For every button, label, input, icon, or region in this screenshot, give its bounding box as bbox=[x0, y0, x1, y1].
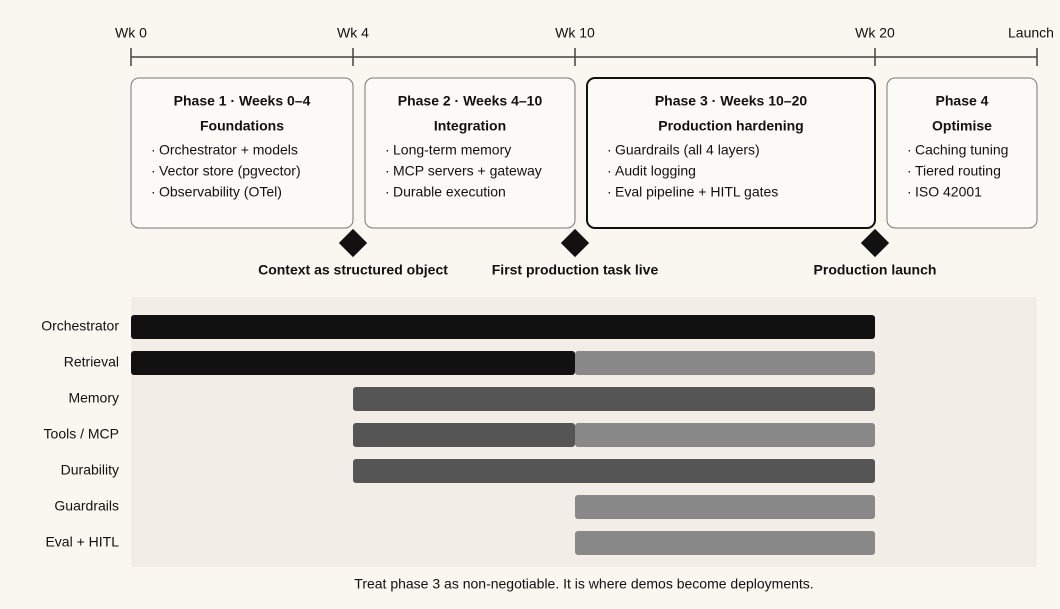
footer: Treat phase 3 as non-negotiable. It is w… bbox=[354, 576, 813, 592]
bullet: · bbox=[907, 163, 912, 179]
phase-item: Orchestrator + models bbox=[159, 142, 298, 158]
phase-subtitle: Foundations bbox=[200, 118, 284, 134]
tick-label: Wk 20 bbox=[855, 25, 895, 41]
phase-subtitle: Optimise bbox=[932, 118, 992, 134]
phase-item: Tiered routing bbox=[915, 163, 1001, 179]
row-label: Orchestrator bbox=[41, 318, 119, 334]
bullet: · bbox=[151, 184, 156, 200]
milestone-label: Context as structured object bbox=[258, 262, 448, 278]
phase-item: ISO 42001 bbox=[915, 184, 982, 200]
phase-box bbox=[886, 77, 1038, 229]
phase-title: Phase 1 · Weeks 0–4 bbox=[174, 93, 311, 109]
bar bbox=[575, 351, 875, 375]
phase-item: Long-term memory bbox=[393, 142, 511, 158]
bullet: · bbox=[151, 163, 156, 179]
milestone bbox=[338, 228, 368, 258]
phase-item: Observability (OTel) bbox=[159, 184, 282, 200]
row-label: Durability bbox=[61, 462, 119, 478]
bar bbox=[353, 387, 875, 411]
milestone-label: First production task live bbox=[492, 262, 659, 278]
bar bbox=[131, 351, 575, 375]
phase-title: Phase 3 · Weeks 10–20 bbox=[655, 93, 808, 109]
bullet: · bbox=[607, 142, 612, 158]
bar bbox=[575, 495, 875, 519]
row-label: Memory bbox=[68, 390, 119, 406]
phase-box bbox=[364, 77, 576, 229]
bullet: · bbox=[385, 163, 390, 179]
tick-label: Wk 10 bbox=[555, 25, 595, 41]
row-label: Retrieval bbox=[64, 354, 119, 370]
end-label: Launch → bbox=[1008, 25, 1060, 41]
milestone-label: Production launch bbox=[814, 262, 937, 278]
phase-item: Vector store (pgvector) bbox=[159, 163, 301, 179]
phase-item: Audit logging bbox=[615, 163, 696, 179]
phase-item: Guardrails (all 4 layers) bbox=[615, 142, 760, 158]
milestone bbox=[860, 228, 890, 258]
phase-subtitle: Integration bbox=[434, 118, 506, 134]
row-label: Guardrails bbox=[54, 498, 119, 514]
phase-item: Durable execution bbox=[393, 184, 506, 200]
milestone bbox=[560, 228, 590, 258]
bar bbox=[131, 315, 875, 339]
bar bbox=[575, 531, 875, 555]
bullet: · bbox=[385, 142, 390, 158]
bar bbox=[353, 423, 575, 447]
bullet: · bbox=[907, 142, 912, 158]
bullet: · bbox=[607, 163, 612, 179]
bar bbox=[353, 459, 875, 483]
phase-item: MCP servers + gateway bbox=[393, 163, 542, 179]
bullet: · bbox=[907, 184, 912, 200]
tick-label: Wk 4 bbox=[337, 25, 369, 41]
phase-title: Phase 4 bbox=[936, 93, 989, 109]
phase-subtitle: Production hardening bbox=[658, 118, 803, 134]
row-label: Tools / MCP bbox=[44, 426, 119, 442]
row-label: Eval + HITL bbox=[45, 534, 119, 550]
tick-label: Wk 0 bbox=[115, 25, 147, 41]
bullet: · bbox=[151, 142, 156, 158]
bullet: · bbox=[607, 184, 612, 200]
phase-item: Caching tuning bbox=[915, 142, 1008, 158]
phase-box bbox=[130, 77, 354, 229]
phase-box bbox=[586, 77, 876, 229]
bar bbox=[575, 423, 875, 447]
bullet: · bbox=[385, 184, 390, 200]
phase-item: Eval pipeline + HITL gates bbox=[615, 184, 778, 200]
phase-title: Phase 2 · Weeks 4–10 bbox=[398, 93, 543, 109]
